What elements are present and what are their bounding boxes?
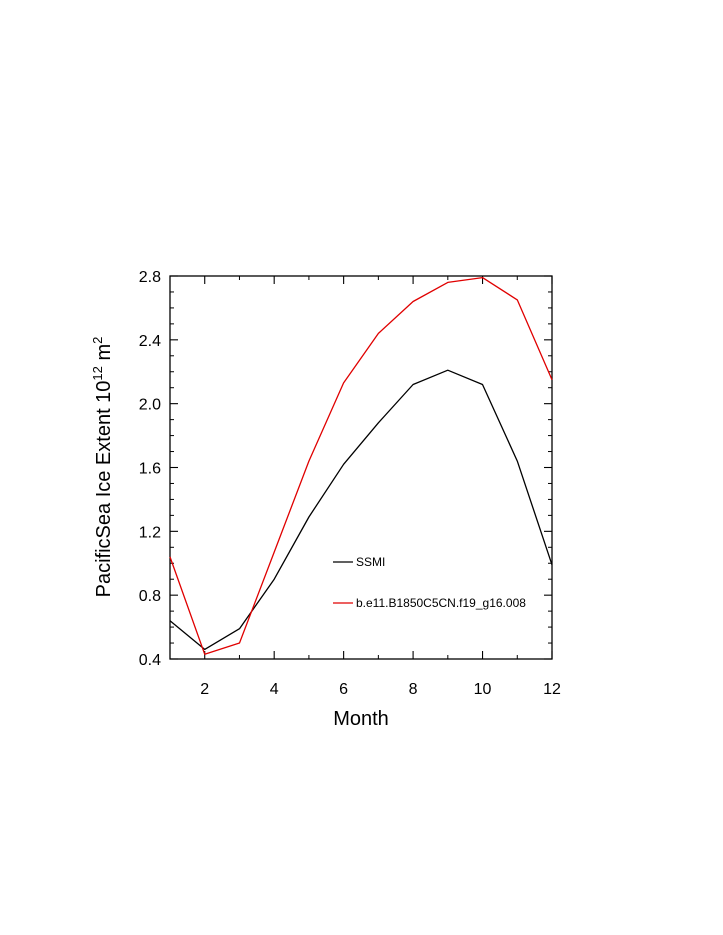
series-line-model — [169, 276, 553, 655]
x-axis-title: Month — [333, 708, 389, 730]
y-tick-label: 2.0 — [139, 397, 161, 414]
x-tick-label: 12 — [543, 681, 561, 698]
y-axis-title-exponent: 12 — [90, 366, 105, 380]
y-axis-title: PacificSea Ice Extent 1012 m2 — [90, 337, 115, 598]
x-tick-label: 6 — [339, 681, 348, 698]
x-tick-label: 2 — [200, 681, 209, 698]
y-axis-title-main: PacificSea Ice Extent 10 — [93, 381, 115, 598]
x-tick-label: 4 — [270, 681, 279, 698]
y-axis-title-unit: m — [93, 344, 115, 366]
y-tick-label: 0.8 — [139, 588, 161, 605]
legend: SSMI b.e11.B1850C5CN.f19_g16.008 — [333, 555, 526, 610]
y-tick-label: 1.2 — [139, 524, 161, 541]
y-tick-label: 2.8 — [139, 269, 161, 286]
y-axis-title-unit-exponent: 2 — [90, 337, 105, 344]
series-line-ssmi — [169, 369, 553, 651]
y-tick-label: 0.4 — [139, 652, 161, 669]
series-lines — [169, 276, 553, 655]
major-ticks — [170, 275, 553, 660]
y-tick-label: 2.4 — [139, 333, 161, 350]
x-tick-label: 10 — [474, 681, 492, 698]
legend-label-model: b.e11.B1850C5CN.f19_g16.008 — [356, 596, 526, 610]
x-tick-label: 8 — [409, 681, 418, 698]
legend-label-ssmi: SSMI — [356, 555, 385, 569]
y-tick-label: 1.6 — [139, 461, 161, 478]
y-tick-labels: 0.4 0.8 1.2 1.6 2.0 2.4 2.8 — [139, 269, 161, 669]
x-tick-labels: 2 4 6 8 10 12 — [200, 681, 561, 698]
minor-ticks — [169, 276, 552, 659]
